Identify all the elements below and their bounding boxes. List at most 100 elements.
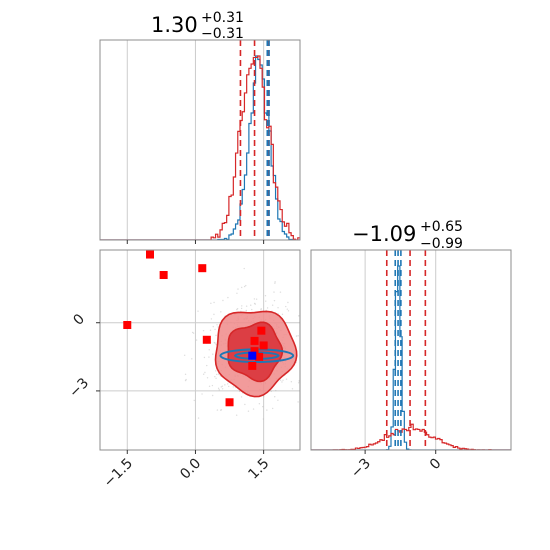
sample-point <box>319 361 320 362</box>
sample-point <box>227 383 229 385</box>
sample-point <box>291 388 294 390</box>
sample-point <box>286 308 289 310</box>
sample-point <box>238 390 241 393</box>
sample-point <box>204 371 206 374</box>
sample-point <box>241 286 243 289</box>
sample-point <box>192 332 195 334</box>
sample-point <box>208 349 210 351</box>
sample-point <box>295 335 298 337</box>
sample-point <box>237 288 239 290</box>
sample-point <box>322 369 323 370</box>
sample-point <box>297 382 300 384</box>
x-tick-label: 0 <box>427 456 445 474</box>
red-square-marker <box>255 352 264 361</box>
sample-point <box>247 410 250 412</box>
sample-point <box>241 305 243 307</box>
sample-point <box>245 284 247 287</box>
sample-point <box>260 309 262 311</box>
sample-point <box>184 373 187 376</box>
sample-point <box>206 364 208 367</box>
red-square-marker <box>159 271 168 279</box>
sample-point <box>298 315 300 317</box>
sample-point <box>281 313 284 316</box>
sample-point <box>201 393 203 395</box>
sample-point <box>279 379 282 381</box>
sample-point <box>277 399 279 401</box>
sample-point <box>214 328 216 331</box>
sample-point <box>305 365 306 366</box>
sample-point <box>216 373 218 376</box>
sample-point <box>206 377 209 379</box>
sample-point <box>334 394 335 395</box>
sample-point <box>361 373 362 374</box>
sample-point <box>313 298 314 299</box>
sample-point <box>183 354 186 356</box>
title-param1: 1.30 <box>151 13 198 37</box>
sample-point <box>252 408 255 410</box>
sample-point <box>209 329 212 331</box>
sample-point <box>222 299 224 302</box>
sample-point <box>220 311 222 313</box>
sample-point <box>212 353 214 355</box>
sample-point <box>279 291 282 293</box>
sample-point <box>216 409 219 411</box>
sample-point <box>290 381 293 383</box>
sample-point <box>211 384 214 387</box>
sample-point <box>285 378 288 380</box>
sample-point <box>191 331 194 334</box>
sample-point <box>274 281 276 283</box>
red-square-marker <box>202 335 211 344</box>
sample-point <box>202 329 205 332</box>
sample-point <box>282 379 284 381</box>
histogram-area <box>311 250 511 450</box>
sample-point <box>328 335 329 336</box>
sample-point <box>271 407 274 410</box>
histogram-red <box>311 423 511 450</box>
histogram-area <box>100 40 300 240</box>
sample-point <box>304 365 305 366</box>
sample-point <box>298 380 300 382</box>
sample-point <box>271 304 274 306</box>
sample-point <box>300 359 301 360</box>
sample-point <box>211 394 214 397</box>
x-tick-label: −1.5 <box>101 456 136 491</box>
sample-point <box>236 307 239 310</box>
sample-point <box>318 426 319 427</box>
sample-point <box>235 414 238 416</box>
histogram-blue <box>100 55 300 240</box>
sample-point <box>203 356 206 359</box>
sample-point <box>218 389 220 391</box>
panel-frame <box>99 39 301 241</box>
scatter-panel <box>96 249 362 454</box>
scatter-area <box>100 250 362 450</box>
sample-point <box>312 316 313 317</box>
blue-square-marker <box>248 351 257 360</box>
sample-point <box>216 324 218 326</box>
panel-frame <box>310 249 512 451</box>
histogram-blue <box>311 265 511 450</box>
sample-point <box>227 296 229 299</box>
sample-point <box>245 309 247 312</box>
sample-point <box>266 409 268 411</box>
sample-point <box>221 385 224 387</box>
sample-point <box>262 405 264 408</box>
sample-point <box>265 300 267 302</box>
sample-point <box>297 335 299 337</box>
sample-point <box>251 308 253 311</box>
title-param1-upper: +0.31 <box>201 10 244 26</box>
sample-point <box>215 334 217 337</box>
sample-point <box>260 308 262 310</box>
sample-point <box>217 373 220 375</box>
sample-point <box>253 298 256 300</box>
red-square-marker <box>250 347 259 356</box>
sample-point <box>217 326 219 328</box>
sample-point <box>281 381 283 383</box>
title-param2-lower: −0.99 <box>420 236 463 252</box>
histogram-panel-param1 <box>99 39 301 244</box>
sample-point <box>191 358 193 360</box>
sample-point <box>258 403 261 405</box>
sample-point <box>236 292 238 294</box>
sample-point <box>274 396 276 398</box>
sample-point <box>314 386 315 387</box>
